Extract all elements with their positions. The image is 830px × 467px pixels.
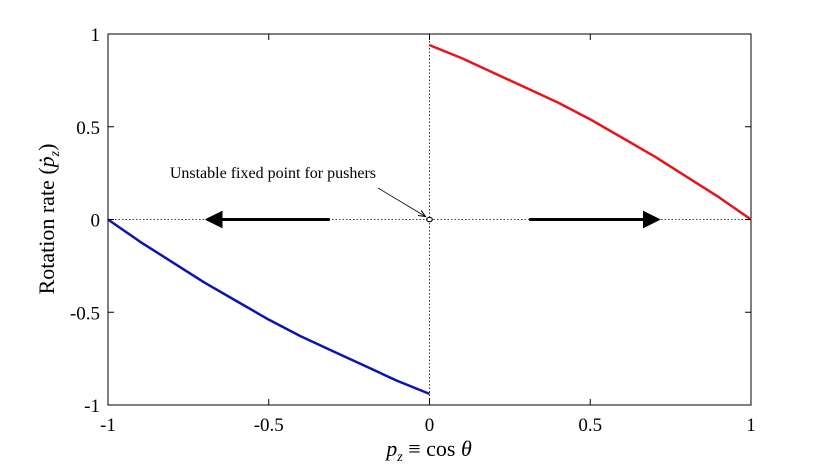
y-axis-label: Rotation rate (ṗz): [34, 144, 63, 295]
x-tick-label: 0.5: [578, 415, 602, 436]
x-tick-label: -1: [100, 415, 116, 436]
annotation-pointer: [377, 187, 426, 217]
y-tick-label: 0.5: [76, 118, 100, 139]
series-line-2: [429, 43, 752, 221]
series-layer: [107, 43, 752, 396]
x-tick-label: 1: [746, 415, 756, 436]
annotation-text: Unstable fixed point for pushers: [170, 165, 376, 182]
y-tick-label: 1: [91, 25, 101, 46]
y-tick-label: -0.5: [70, 303, 100, 324]
ticks-layer: -1 -0.5 0 0.5 1 -1 -0.5 0 0.5 1: [70, 25, 756, 436]
x-tick-label: -0.5: [254, 415, 284, 436]
annotation-layer: Unstable fixed point for pushers: [170, 165, 433, 223]
x-tick-label: 0: [425, 415, 435, 436]
fixed-point-marker: [426, 216, 433, 223]
y-tick-label: 0: [91, 211, 101, 232]
series-line-1: [107, 218, 430, 396]
y-tick-label: -1: [84, 396, 100, 417]
x-axis-label: pz ≡ cos θ: [384, 436, 472, 465]
